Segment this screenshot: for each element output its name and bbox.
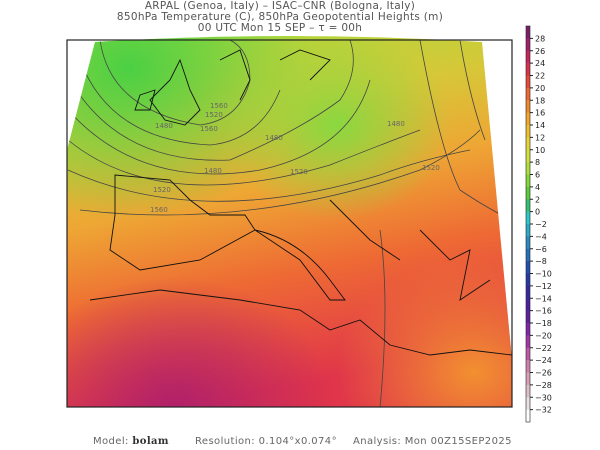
geopotential-contours: [67, 39, 512, 407]
colorbar-swatch: [526, 273, 530, 287]
colorbar-label: 26: [535, 47, 545, 56]
colorbar-label: −16: [535, 307, 552, 316]
colorbar-swatch: [526, 347, 530, 361]
colorbar-label: 28: [535, 34, 545, 43]
colorbar-swatch: [526, 285, 530, 299]
colorbar-label: −22: [535, 344, 552, 353]
contour-label: 1480: [155, 122, 173, 130]
colorbar-label: −12: [535, 282, 552, 291]
colorbar-swatch: [526, 87, 530, 101]
temperature-field: [67, 36, 512, 407]
colorbar-label: 16: [535, 109, 545, 118]
colorbar-label: −6: [535, 245, 547, 254]
colorbar-swatch: [526, 26, 530, 39]
contour-label: 1480: [204, 167, 222, 175]
colorbar-label: −24: [535, 356, 552, 365]
watermark: ARPAL: [265, 408, 298, 418]
watermark: ARPAL: [150, 409, 183, 419]
colorbar-label: 0: [535, 208, 540, 217]
colorbar-swatch: [526, 125, 530, 138]
colorbar-swatch: [526, 38, 530, 52]
colorbar-label: −4: [535, 232, 547, 241]
colorbar-swatch: [526, 335, 530, 349]
colorbar-label: −10: [535, 270, 552, 279]
analysis-info: Analysis: Mon 00Z15SEP2025: [353, 436, 512, 447]
colorbar-label: 18: [535, 96, 545, 105]
contour-label: 1560: [200, 125, 218, 133]
model-info: Model: bolam: [93, 436, 169, 447]
colorbar-swatch: [526, 261, 530, 274]
colorbar-label: −30: [535, 393, 552, 402]
colorbar-label: −26: [535, 369, 552, 378]
colorbar-swatch: [526, 372, 530, 386]
title-line-3: 00 UTC Mon 15 SEP – τ = 00h: [197, 22, 363, 34]
colorbar: 2826242220181614121086420−2−4−6−8−10−12−…: [525, 25, 552, 423]
colorbar-swatch: [526, 149, 530, 163]
colorbar-swatch: [526, 199, 530, 212]
colorbar-swatch: [526, 248, 530, 262]
colorbar-swatch: [526, 360, 530, 373]
colorbar-swatch: [526, 50, 530, 64]
colorbar-swatch: [526, 384, 530, 398]
colorbar-label: −2: [535, 220, 547, 229]
colorbar-label: −28: [535, 381, 552, 390]
colorbar-label: 8: [535, 158, 540, 167]
colorbar-label: 12: [535, 133, 545, 142]
colorbar-swatch: [526, 112, 530, 126]
title-line-1: ARPAL (Genoa, Italy) – ISAC–CNR (Bologna…: [144, 0, 416, 12]
model-value: bolam: [132, 436, 169, 447]
colorbar-swatch: [526, 211, 530, 225]
colorbar-swatch: [526, 298, 530, 311]
colorbar-label: 10: [535, 146, 545, 155]
colorbar-label: 6: [535, 171, 540, 180]
contour-label: 1560: [210, 102, 228, 110]
colorbar-swatch: [526, 397, 530, 410]
contour-label: 1520: [153, 186, 171, 194]
contour-label: 1560: [150, 206, 168, 214]
colorbar-swatch: [526, 310, 530, 324]
colorbar-swatch: [526, 186, 530, 200]
colorbar-label: 20: [535, 84, 545, 93]
colorbar-swatch: [526, 224, 530, 237]
coastlines: [89, 49, 512, 356]
colorbar-swatch: [526, 323, 530, 336]
colorbar-label: −20: [535, 331, 552, 340]
colorbar-swatch: [526, 100, 530, 113]
colorbar-swatch: [526, 137, 530, 151]
colorbar-swatch: [526, 174, 530, 188]
colorbar-label: 24: [535, 59, 545, 68]
contour-label: 1520: [205, 111, 223, 119]
resolution-info: Resolution: 0.104°x0.074°: [195, 436, 337, 447]
colorbar-label: −18: [535, 319, 552, 328]
colorbar-label: 4: [535, 183, 540, 192]
colorbar-swatch: [526, 409, 530, 423]
model-label: Model:: [93, 436, 129, 447]
map-frame: [66, 39, 513, 408]
contour-label: 1520: [422, 164, 440, 172]
colorbar-swatch: [526, 236, 530, 250]
colorbar-swatch: [526, 75, 530, 89]
colorbar-label: −32: [535, 406, 552, 415]
contour-label: 1480: [265, 134, 283, 142]
contour-label: 1520: [290, 168, 308, 176]
colorbar-swatch: [526, 63, 530, 76]
colorbar-label: −8: [535, 257, 547, 266]
contour-label: 1480: [387, 120, 405, 128]
colorbar-label: −14: [535, 294, 552, 303]
watermark: ARPAL: [380, 409, 413, 419]
colorbar-label: 22: [535, 72, 545, 81]
colorbar-swatch: [526, 162, 530, 175]
colorbar-label: 14: [535, 121, 545, 130]
title-line-2: 850hPa Temperature (C), 850hPa Geopotent…: [116, 11, 444, 23]
colorbar-label: 2: [535, 195, 540, 204]
